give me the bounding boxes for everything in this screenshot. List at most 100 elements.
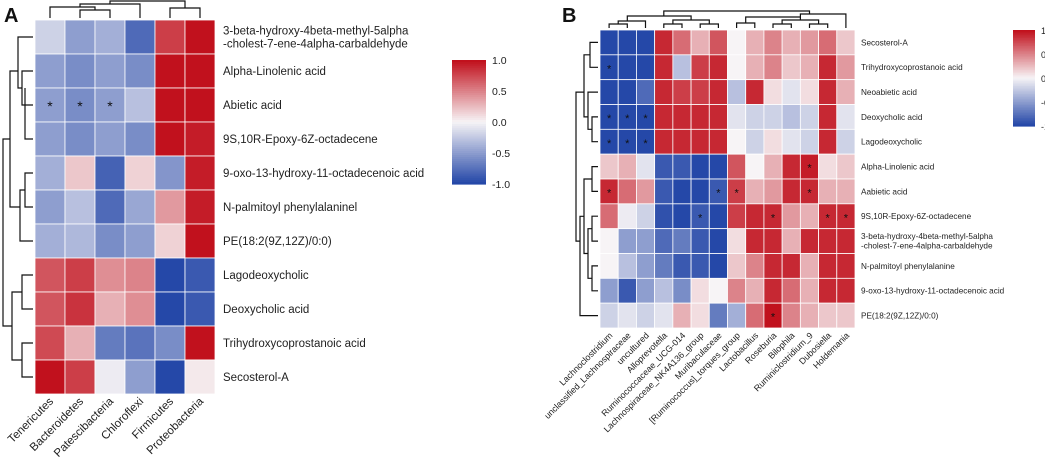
heatmap-cell xyxy=(617,54,637,81)
row-label-line: Trihydroxycoprostanoic acid xyxy=(223,338,366,350)
row-label-line: 9-oxo-13-hydroxy-11-octadecenoic acid xyxy=(223,168,424,180)
row-label-line: PE(18:2(9Z,12Z)/0:0) xyxy=(223,236,332,248)
heatmap-cell xyxy=(64,53,96,89)
heatmap-cell xyxy=(654,302,674,329)
heatmap-cell xyxy=(184,121,216,157)
row-label-line: Deoxycholic acid xyxy=(861,113,923,122)
heatmap-cell xyxy=(154,53,186,89)
heatmap-cell xyxy=(799,54,819,81)
colorbar-segment xyxy=(1013,92,1035,95)
colorbar-segment xyxy=(452,70,486,73)
heatmap-cell xyxy=(617,178,637,205)
heatmap-cell xyxy=(64,189,96,225)
colorbar-segment xyxy=(452,97,486,100)
row-label-line: Secosterol-A xyxy=(223,372,289,384)
colorbar-segment xyxy=(1013,102,1035,105)
heatmap-cell xyxy=(799,104,819,130)
colorbar-tick-label: -0.5 xyxy=(1041,98,1045,108)
heatmap-cell xyxy=(154,189,186,225)
colorbar-tick-label: 0.5 xyxy=(492,86,507,98)
colorbar-segment xyxy=(1013,78,1035,81)
colorbar-segment xyxy=(1013,58,1035,61)
heatmap-cell xyxy=(64,121,96,157)
significance-star: * xyxy=(807,187,812,199)
colorbar-segment xyxy=(1013,70,1035,73)
heatmap-cell xyxy=(690,79,710,105)
row-label-line: PE(18:2(9Z,12Z)/0:0) xyxy=(861,311,939,320)
colorbar-segment xyxy=(452,95,486,98)
heatmap-cell xyxy=(818,29,838,56)
colorbar-segment xyxy=(452,167,486,171)
colorbar-segment xyxy=(1013,121,1035,124)
heatmap-cell xyxy=(34,359,66,395)
row-label-line: Aabietic acid xyxy=(861,187,908,196)
heatmap-cell xyxy=(124,155,156,191)
heatmap-cell xyxy=(672,203,692,230)
heatmap-cell xyxy=(672,302,692,329)
significance-star: * xyxy=(807,163,812,175)
significance-star: * xyxy=(47,98,53,114)
colorbar-segment xyxy=(452,140,486,144)
colorbar-segment xyxy=(1013,46,1035,49)
significance-star: * xyxy=(625,113,630,125)
heatmap-cell xyxy=(654,128,674,155)
colorbar-segment xyxy=(1013,79,1035,82)
colorbar-segment xyxy=(1013,71,1035,74)
row-label-line: -cholest-7-ene-4alpha-carbaldehyde xyxy=(223,39,408,51)
heatmap-cell xyxy=(636,253,656,279)
colorbar-segment xyxy=(452,130,486,133)
heatmap-cell xyxy=(184,359,216,395)
heatmap-cell xyxy=(763,178,783,205)
colorbar-segment xyxy=(1013,106,1035,109)
colorbar-segment xyxy=(1013,39,1035,42)
heatmap-cell xyxy=(124,291,156,327)
heatmap-cell xyxy=(64,257,96,293)
colorbar-segment xyxy=(1013,97,1035,100)
colorbar-segment xyxy=(1013,68,1035,71)
colorbar-segment xyxy=(1013,81,1035,84)
colorbar-segment xyxy=(1013,118,1035,121)
colorbar-segment xyxy=(1013,33,1035,36)
heatmap-cell xyxy=(672,228,692,254)
heatmap-cell xyxy=(708,104,728,130)
row-label: 3-beta-hydroxy-4beta-methyl-5alpha-chole… xyxy=(861,232,993,250)
heatmap-cell xyxy=(94,257,126,293)
heatmap-cell xyxy=(708,228,728,254)
colorbar-segment xyxy=(1013,86,1035,89)
heatmap-cell xyxy=(781,302,801,329)
colorbar-segment xyxy=(1013,82,1035,85)
colorbar-segment xyxy=(1013,90,1035,93)
significance-star: * xyxy=(77,98,83,114)
colorbar-segment xyxy=(1013,30,1035,33)
heatmap-cell xyxy=(781,128,801,155)
heatmap-cell xyxy=(781,228,801,254)
heatmap-cell xyxy=(781,104,801,130)
row-label: 9-oxo-13-hydroxy-11-octadecenoic acid xyxy=(223,168,424,180)
row-label-line: Alpha-Linolenic acid xyxy=(861,162,935,171)
row-label: N-palmitoyl phenylalaninel xyxy=(223,202,357,214)
colorbar-segment xyxy=(452,105,486,109)
colorbar-segment xyxy=(452,62,486,65)
heatmap-cell xyxy=(763,253,783,279)
colorbar-segment xyxy=(452,159,486,162)
heatmap-cell xyxy=(599,228,619,254)
heatmap-cell xyxy=(617,277,637,304)
heatmap-cell xyxy=(708,153,728,180)
significance-star: * xyxy=(844,212,849,224)
heatmap-cell xyxy=(124,325,156,361)
heatmap-cell xyxy=(836,153,856,180)
heatmap-cell xyxy=(672,178,692,205)
colorbar-segment xyxy=(452,134,486,138)
row-label-line: Abietic acid xyxy=(223,100,282,112)
colorbar-segment xyxy=(1013,74,1035,77)
heatmap-cell xyxy=(745,79,765,105)
significance-star: * xyxy=(625,138,630,150)
colorbar-segment xyxy=(1013,60,1035,63)
heatmap-cell xyxy=(124,359,156,395)
heatmap-cell xyxy=(599,277,619,304)
heatmap-cell xyxy=(94,53,126,89)
heatmap-cell xyxy=(818,253,838,279)
heatmap-cell xyxy=(636,29,656,56)
colorbar-segment xyxy=(452,163,486,166)
heatmap-cell xyxy=(818,302,838,329)
